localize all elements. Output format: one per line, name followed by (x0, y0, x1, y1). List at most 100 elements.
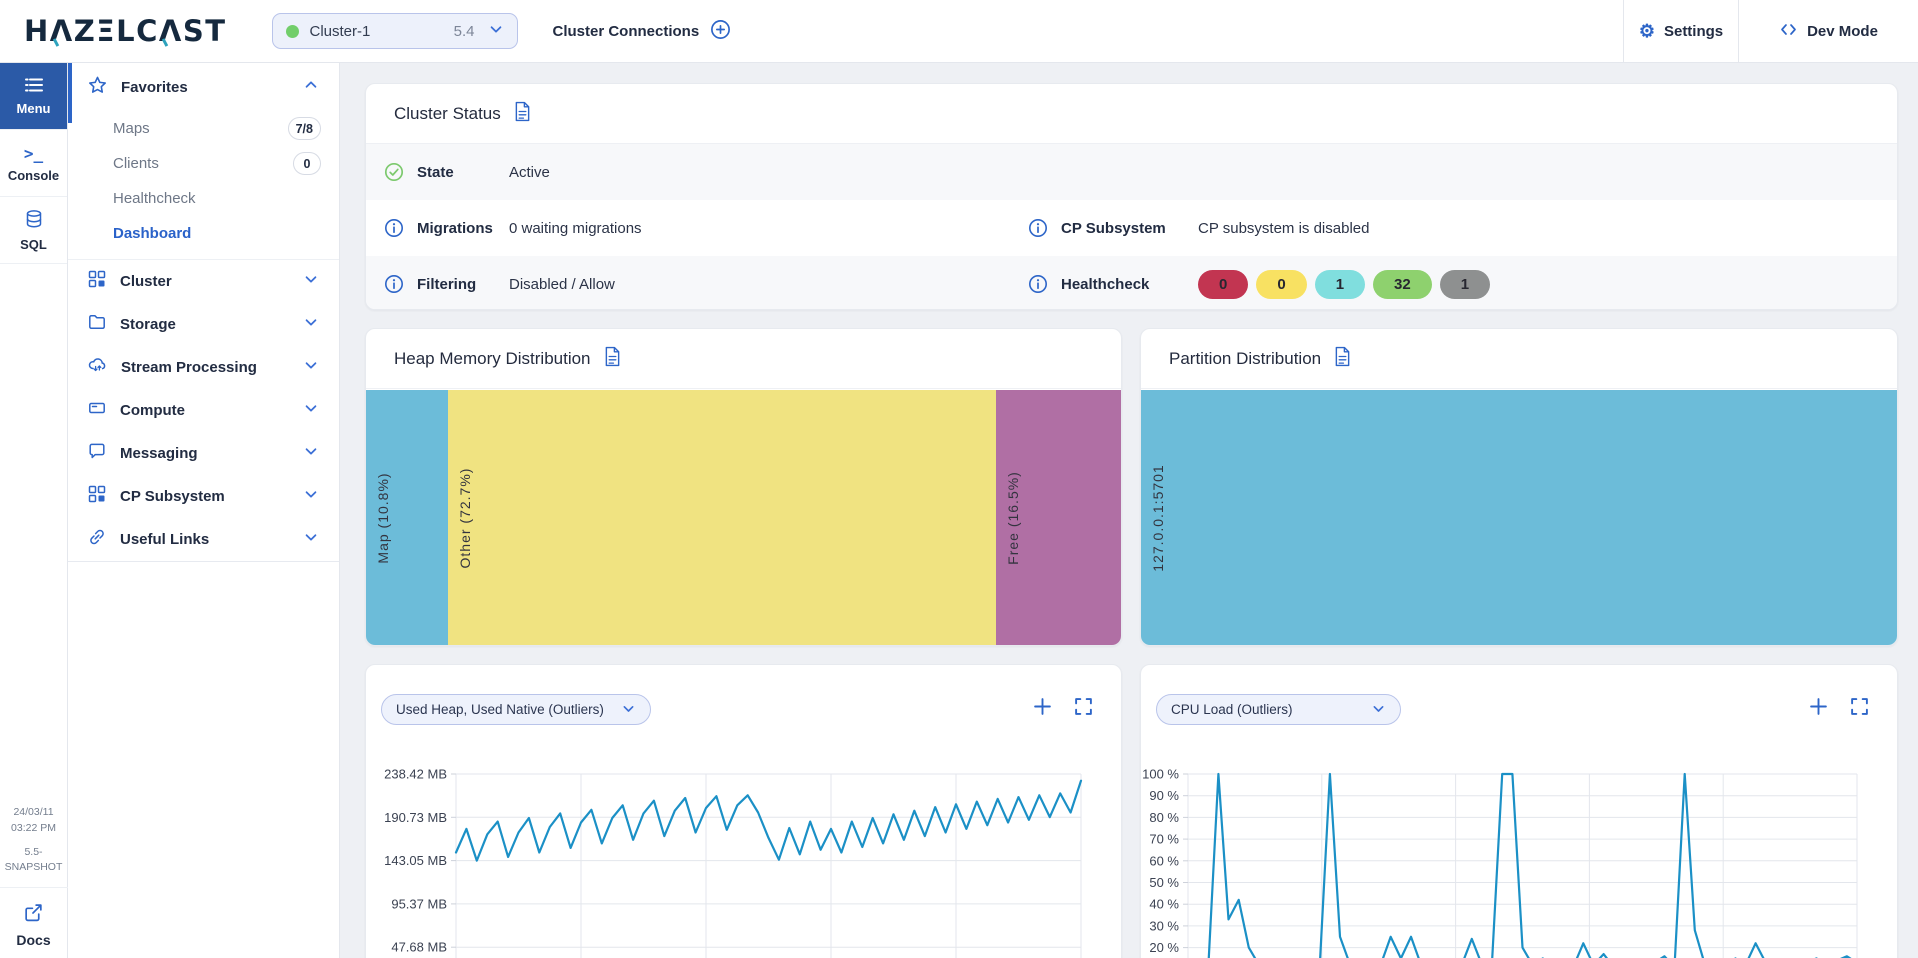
rail-sql-label: SQL (20, 236, 47, 252)
gear-icon: ⚙ (1638, 21, 1655, 41)
svg-text:60 %: 60 % (1149, 853, 1179, 868)
cp-subsystem-label: CP Subsystem (1061, 219, 1166, 237)
sidebar-favorites-header[interactable]: Favorites (68, 63, 339, 123)
info-icon (1028, 218, 1048, 238)
svg-text:20 %: 20 % (1149, 940, 1179, 955)
metric-dropdown-cpu-load[interactable]: CPU Load (Outliers) (1156, 694, 1401, 725)
rail-console-label: Console (7, 167, 60, 183)
svg-text:50 %: 50 % (1149, 875, 1179, 890)
cpu-load-line-chart[interactable]: 100 % 90 % 80 % 70 % 60 % 50 % 40 % 30 % 20 % (1141, 665, 1898, 958)
sidebar-section-messaging[interactable]: Messaging (68, 432, 339, 475)
external-link-icon (23, 902, 44, 926)
svg-text:70 %: 70 % (1149, 832, 1179, 847)
heap-segment-map[interactable]: Map (10.8%) (366, 390, 448, 645)
healthcheck-badge-green: 32 (1373, 269, 1432, 299)
sidebar-section-storage[interactable]: Storage (68, 303, 339, 346)
sidebar-section-compute[interactable]: Compute (68, 389, 339, 432)
rail-divider (0, 887, 68, 888)
chevron-down-icon (621, 701, 636, 719)
cluster-connections-button[interactable]: Cluster Connections (552, 19, 731, 44)
sidebar-sections: Cluster Storage Stream Processing (68, 260, 339, 562)
fullscreen-button[interactable] (1850, 697, 1869, 716)
add-chart-button[interactable] (1033, 697, 1052, 716)
sidebar-section-stream-processing[interactable]: Stream Processing (68, 346, 339, 389)
grid-icon (88, 270, 106, 293)
settings-button[interactable]: ⚙ Settings (1623, 0, 1738, 62)
rail-item-menu[interactable]: Menu (0, 63, 67, 130)
compute-box-icon (88, 399, 106, 422)
rail-menu-label: Menu (16, 100, 51, 116)
favorites-group: Favorites Maps 7/8 Clients 0 Healthcheck… (68, 63, 339, 260)
main-content: Cluster Status State Active (340, 63, 1918, 958)
healthcheck-badge-red: 0 (1198, 269, 1249, 299)
rail-footer: 24/03/11 03:22 PM 5.5-SNAPSHOT Docs (0, 804, 68, 958)
chevron-up-icon (303, 77, 319, 98)
healthcheck-badge-gray: 1 (1439, 269, 1491, 299)
dev-mode-label: Dev Mode (1807, 22, 1878, 40)
code-icon (1779, 20, 1798, 43)
used-heap-line-chart[interactable]: 238.42 MB 190.73 MB 143.05 MB 95.37 MB 47.68… (366, 665, 1122, 958)
sidebar-section-useful-links[interactable]: Useful Links (68, 518, 339, 561)
used-heap-chart-card: 238.42 MB 190.73 MB 143.05 MB 95.37 MB 47.68… (365, 664, 1122, 958)
healthcheck-label: Healthcheck (113, 190, 196, 207)
svg-text:190.73 MB: 190.73 MB (384, 810, 447, 825)
top-bar: H Λ Z Ξ LC Λ ST Cluster-1 5.4 Cluster Connecti… (0, 0, 1918, 63)
chevron-down-icon (488, 21, 504, 42)
rail-item-sql[interactable]: SQL (0, 197, 67, 264)
rail-item-console[interactable]: >_ Console (0, 130, 67, 197)
segment-label: 127.0.0.1:5701 (1150, 463, 1166, 572)
add-connection-icon[interactable] (710, 19, 731, 44)
partition-stacked-bar: 127.0.0.1:5701 (1141, 390, 1897, 645)
sidebar-section-cluster[interactable]: Cluster (68, 260, 339, 303)
metric-dropdown-used-heap[interactable]: Used Heap, Used Native (Outliers) (381, 694, 651, 725)
cluster-name: Cluster-1 (309, 22, 371, 40)
state-label: State (417, 163, 454, 181)
sidebar-section-cp-subsystem[interactable]: CP Subsystem (68, 475, 339, 518)
status-row-migrations-cp: Migrations 0 waiting migrations CP Subsy… (366, 200, 1897, 256)
cluster-version: 5.4 (453, 22, 475, 40)
chevron-down-icon (303, 400, 319, 421)
healthcheck-label: Healthcheck (1061, 275, 1150, 293)
maps-label: Maps (113, 120, 150, 137)
chat-bubble-icon (88, 442, 106, 465)
chevron-down-icon (1371, 701, 1386, 719)
dev-mode-button[interactable]: Dev Mode (1738, 0, 1918, 62)
favorites-label: Favorites (121, 78, 188, 96)
filtering-value: Disabled / Allow (509, 275, 615, 293)
document-icon[interactable] (1334, 346, 1351, 372)
star-icon (88, 76, 107, 99)
dashboard-label: Dashboard (113, 225, 192, 242)
dropdown-label: Used Heap, Used Native (Outliers) (396, 702, 604, 717)
terminal-icon: >_ (23, 143, 44, 163)
heap-segment-other[interactable]: Other (72.7%) (447, 390, 997, 645)
hazelcast-logo: H Λ Z Ξ LC Λ ST (24, 14, 227, 48)
sidebar-item-maps[interactable]: Maps 7/8 (68, 111, 339, 146)
card-title: Heap Memory Distribution (394, 348, 591, 368)
heap-segment-free[interactable]: Free (16.5%) (996, 390, 1121, 645)
useful-links-section-label: Useful Links (120, 531, 210, 548)
info-icon (1028, 274, 1048, 294)
compute-section-label: Compute (120, 402, 185, 419)
topbar-actions: ⚙ Settings Dev Mode (1623, 0, 1918, 62)
cp-subsystem-value: CP subsystem is disabled (1198, 219, 1370, 237)
document-icon[interactable] (604, 346, 621, 372)
docs-link[interactable]: Docs (16, 902, 51, 948)
fullscreen-button[interactable] (1074, 697, 1093, 716)
cluster-selector[interactable]: Cluster-1 5.4 (272, 13, 519, 49)
folder-icon (88, 313, 106, 336)
messaging-section-label: Messaging (120, 445, 198, 462)
chart-actions (1809, 697, 1869, 716)
status-row-state: State Active (366, 144, 1897, 200)
sidebar-item-clients[interactable]: Clients 0 (68, 146, 339, 181)
sidebar-item-healthcheck[interactable]: Healthcheck (68, 181, 339, 216)
stream-processing-section-label: Stream Processing (121, 359, 257, 376)
document-icon[interactable] (514, 101, 531, 127)
sidebar-item-dashboard[interactable]: Dashboard (68, 216, 339, 251)
svg-text:40 %: 40 % (1149, 897, 1179, 912)
chevron-down-icon (303, 271, 319, 292)
partition-distribution-card: Partition Distribution 127.0.0.1:5701 (1140, 328, 1898, 646)
svg-text:100 %: 100 % (1142, 767, 1179, 782)
segment-label: Free (16.5%) (1005, 470, 1022, 565)
add-chart-button[interactable] (1809, 697, 1828, 716)
partition-segment-member[interactable]: 127.0.0.1:5701 (1141, 390, 1897, 645)
